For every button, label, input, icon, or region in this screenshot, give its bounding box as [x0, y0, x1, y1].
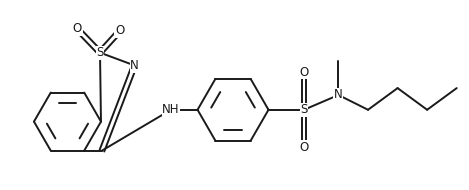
- Text: S: S: [300, 103, 308, 116]
- Text: O: O: [299, 66, 309, 79]
- Text: S: S: [96, 46, 104, 59]
- Text: N: N: [334, 89, 343, 101]
- Text: O: O: [73, 22, 82, 36]
- Text: N: N: [130, 59, 139, 72]
- Text: O: O: [115, 25, 124, 37]
- Text: O: O: [299, 141, 309, 154]
- Text: NH: NH: [162, 103, 180, 116]
